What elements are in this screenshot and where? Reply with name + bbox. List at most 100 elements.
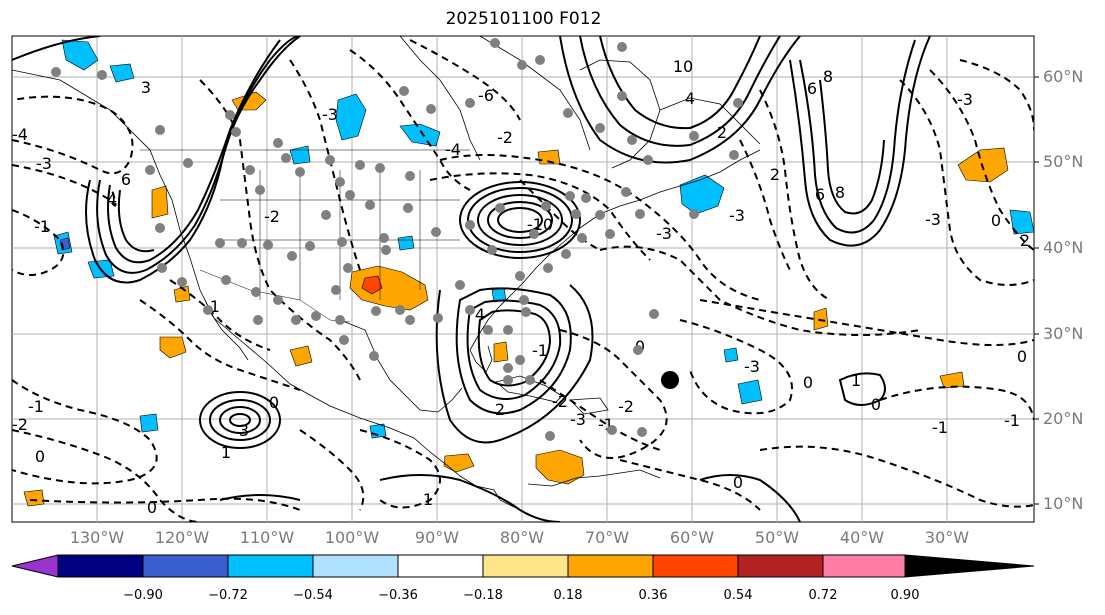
cyan-patch bbox=[109, 63, 135, 83]
location-marker bbox=[661, 371, 679, 389]
colorbar-swatch bbox=[142, 554, 229, 578]
colorbar-swatch bbox=[57, 554, 144, 578]
lon-label: 70°W bbox=[584, 528, 630, 547]
contour-label: 6 bbox=[815, 185, 825, 204]
lat-label: 50°N bbox=[1043, 152, 1084, 171]
lon-label: 80°W bbox=[499, 528, 545, 547]
colorbar-extend-low bbox=[11, 554, 59, 578]
contour-label: 1 bbox=[851, 371, 861, 390]
contour-label: -1 bbox=[28, 397, 44, 416]
colorbar-tick-label: 0.36 bbox=[638, 588, 668, 603]
lon-label: 90°W bbox=[414, 528, 460, 547]
colorbar-tick-label: −0.72 bbox=[208, 588, 248, 603]
lon-label: 110°W bbox=[239, 528, 295, 547]
contour-label: 10 bbox=[673, 57, 693, 76]
lat-label: 10°N bbox=[1043, 494, 1084, 513]
colorbar-swatch bbox=[737, 554, 824, 578]
contour-label: 0 bbox=[803, 373, 813, 392]
map-title: 2025101100 F012 bbox=[445, 9, 602, 29]
orange-patch bbox=[151, 185, 169, 219]
cyan-patch bbox=[139, 413, 159, 433]
contour-label: 0 bbox=[871, 395, 881, 414]
lon-label: 100°W bbox=[324, 528, 380, 547]
contour-label: -3 bbox=[570, 410, 586, 429]
contour-label: 2 bbox=[1020, 231, 1030, 250]
contour-label: -1 bbox=[1004, 411, 1020, 430]
colorbar-tick-label: −0.54 bbox=[293, 588, 333, 603]
cyan-patch bbox=[737, 379, 763, 405]
colorbar-swatch bbox=[227, 554, 314, 578]
colorbar-tick-label: 0.90 bbox=[890, 588, 920, 603]
contour-label: 0 bbox=[269, 393, 279, 412]
orange-patch bbox=[813, 307, 829, 331]
cyan-patch bbox=[397, 235, 415, 251]
colorbar-swatch bbox=[312, 554, 399, 578]
shaded-fields bbox=[23, 39, 1034, 507]
contour-label: 2 bbox=[495, 400, 505, 419]
contour-label: -6 bbox=[478, 86, 494, 105]
contour-label: 4 bbox=[475, 305, 485, 324]
colorbar-swatch bbox=[567, 554, 654, 578]
lon-label: 60°W bbox=[669, 528, 715, 547]
contour-label: -3 bbox=[322, 105, 338, 124]
contour-label: 6 bbox=[121, 170, 131, 189]
cyan-patch bbox=[289, 145, 311, 165]
colorbar-swatch bbox=[482, 554, 569, 578]
lat-label: 20°N bbox=[1043, 409, 1084, 428]
colorbar-tick-label: 0.72 bbox=[808, 588, 838, 603]
contour-label: -3 bbox=[744, 357, 760, 376]
contour-label: -3 bbox=[925, 210, 941, 229]
cyan-patch bbox=[679, 174, 725, 215]
contour-label: 3 bbox=[239, 421, 249, 440]
contour-label: -1 bbox=[932, 418, 948, 437]
contour-label: 2 bbox=[770, 165, 780, 184]
contour-label: 0 bbox=[147, 498, 157, 517]
contour-label: 2 bbox=[717, 123, 727, 142]
contour-label: -2 bbox=[552, 392, 568, 411]
cyan-patch bbox=[723, 347, 739, 363]
contour-label: 0 bbox=[733, 473, 743, 492]
lon-label: 30°W bbox=[924, 528, 970, 547]
orange-patch bbox=[535, 449, 585, 485]
lat-label: 30°N bbox=[1043, 324, 1084, 343]
red-patch bbox=[361, 275, 383, 295]
contour-label: 8 bbox=[835, 183, 845, 202]
colorbar-tick-label: 0.18 bbox=[553, 588, 583, 603]
contour-label: -1 bbox=[34, 217, 50, 236]
contour-label: -3 bbox=[729, 206, 745, 225]
contour-label: -3 bbox=[36, 154, 52, 173]
colorbar-tick-label: −0.18 bbox=[463, 588, 503, 603]
contour-label: 4 bbox=[685, 89, 695, 108]
colorbar-tick-label: 0.54 bbox=[723, 588, 753, 603]
cyan-patch bbox=[1009, 209, 1034, 235]
colorbar-swatch bbox=[822, 554, 906, 578]
cyan-patch bbox=[335, 93, 367, 141]
contour-label: 0 bbox=[991, 211, 1001, 230]
orange-patch bbox=[159, 336, 187, 359]
contour-label: 1 bbox=[221, 443, 231, 462]
orange-patch bbox=[349, 265, 429, 311]
solid-contours bbox=[12, 36, 931, 522]
colorbar-tick-label: −0.90 bbox=[123, 588, 163, 603]
contour-label: -2 bbox=[497, 128, 513, 147]
contour-label: 4 bbox=[107, 190, 117, 209]
contour-label: 8 bbox=[823, 67, 833, 86]
contour-label: -4 bbox=[12, 125, 28, 144]
contour-labels: 3 -3 -6 -4 -3 -1 6 4 -4 -2 -10 -3 -3 10 … bbox=[12, 57, 1030, 517]
lon-label: 40°W bbox=[839, 528, 885, 547]
lon-label: 130°W bbox=[69, 528, 125, 547]
contour-label: -1 bbox=[532, 341, 548, 360]
colorbar-swatch bbox=[652, 554, 739, 578]
contour-label: 0 bbox=[1017, 347, 1027, 366]
contour-label: 1 bbox=[423, 490, 433, 509]
lat-label: 40°N bbox=[1043, 238, 1084, 257]
orange-patch bbox=[443, 453, 475, 473]
cyan-patch bbox=[61, 39, 99, 71]
contour-label: -3 bbox=[656, 224, 672, 243]
lon-label: 50°W bbox=[754, 528, 800, 547]
contour-label: 3 bbox=[141, 78, 151, 97]
contour-label: -3 bbox=[957, 90, 973, 109]
orange-patch bbox=[493, 341, 509, 363]
contour-label: 0 bbox=[35, 447, 45, 466]
lon-label: 120°W bbox=[154, 528, 210, 547]
